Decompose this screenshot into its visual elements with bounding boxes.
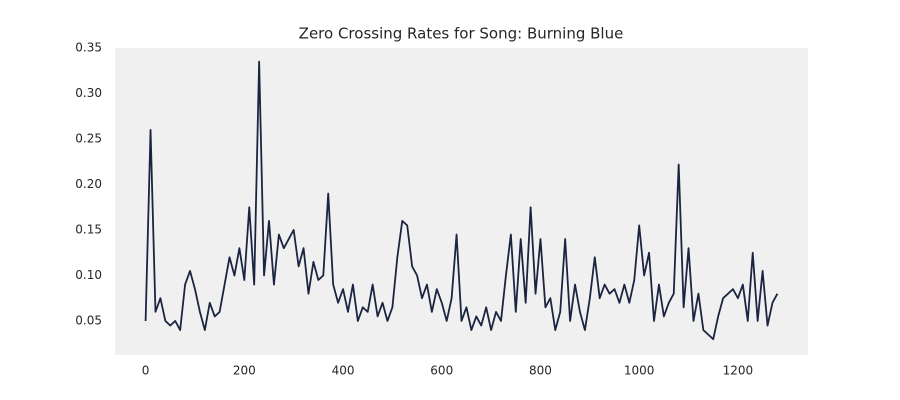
x-tick-label: 1200 [723,364,754,378]
line-series [144,60,779,341]
x-tick-label: 400 [332,364,355,378]
x-tick-label: 600 [430,364,453,378]
y-tick-label: 0.20 [75,177,102,191]
y-tick-label: 0.35 [75,41,102,55]
y-tick-label: 0.30 [75,86,102,100]
y-tick-label: 0.25 [75,131,102,145]
y-tick-label: 0.15 [75,222,102,236]
y-tick-label: 0.10 [75,268,102,282]
chart-title: Zero Crossing Rates for Song: Burning Bl… [299,25,624,43]
x-tick-label: 0 [142,364,150,378]
x-tick-label: 800 [529,364,552,378]
x-tick-label: 200 [233,364,256,378]
y-tick-label: 0.05 [75,313,102,327]
x-tick-label: 1000 [624,364,655,378]
